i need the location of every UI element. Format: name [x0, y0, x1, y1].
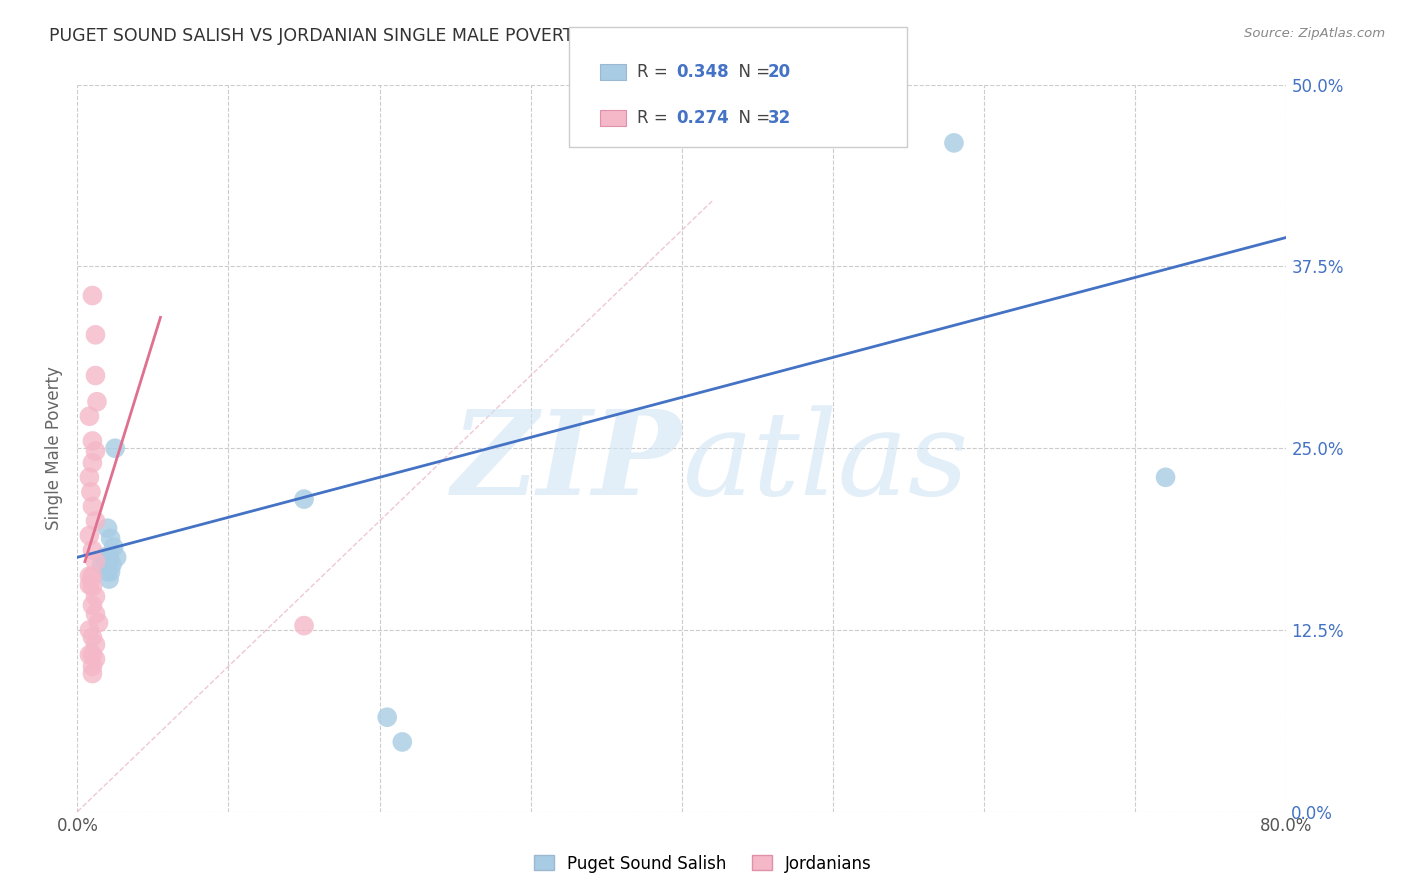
Point: [84, 652, 107, 666]
Point: [82, 543, 104, 558]
Text: atlas: atlas: [682, 405, 969, 520]
Point: [96, 565, 118, 579]
Point: [82, 659, 104, 673]
Point: [82, 288, 104, 302]
Text: 0.348: 0.348: [676, 62, 728, 80]
Point: [80, 484, 103, 499]
Point: [82, 456, 104, 470]
Point: [82, 579, 104, 593]
Point: [79, 569, 101, 583]
Point: [93, 550, 115, 565]
Point: [82, 500, 104, 514]
Point: [100, 565, 122, 579]
Point: [942, 136, 965, 150]
Text: N =: N =: [728, 109, 776, 127]
Point: [86, 394, 108, 409]
Y-axis label: Single Male Poverty: Single Male Poverty: [45, 367, 63, 530]
Point: [82, 648, 104, 662]
Point: [87, 615, 110, 630]
Legend: Puget Sound Salish, Jordanians: Puget Sound Salish, Jordanians: [527, 848, 879, 880]
Point: [375, 710, 398, 724]
Text: R =: R =: [637, 62, 673, 80]
Point: [84, 514, 107, 528]
Text: R =: R =: [637, 109, 673, 127]
Point: [84, 590, 107, 604]
Point: [82, 599, 104, 613]
Point: [292, 618, 315, 632]
Point: [93, 550, 115, 565]
Point: [84, 638, 107, 652]
Point: [292, 492, 315, 507]
Point: [96, 521, 118, 535]
Point: [82, 666, 104, 681]
Point: [79, 528, 101, 542]
Point: [100, 532, 122, 546]
Point: [84, 555, 107, 569]
Point: [82, 434, 104, 448]
Text: N =: N =: [728, 62, 776, 80]
Point: [94, 558, 117, 572]
Point: [79, 470, 101, 484]
Point: [79, 623, 101, 637]
Point: [98, 550, 121, 565]
Point: [90, 558, 112, 572]
Text: 32: 32: [768, 109, 792, 127]
Point: [391, 735, 413, 749]
Point: [84, 327, 107, 342]
Point: [79, 409, 101, 424]
Text: 20: 20: [768, 62, 790, 80]
Point: [98, 572, 121, 586]
Point: [105, 550, 128, 565]
Text: PUGET SOUND SALISH VS JORDANIAN SINGLE MALE POVERTY CORRELATION CHART: PUGET SOUND SALISH VS JORDANIAN SINGLE M…: [49, 27, 779, 45]
Point: [1154, 470, 1177, 484]
Point: [79, 648, 101, 662]
Point: [79, 578, 101, 592]
Point: [96, 555, 118, 569]
Point: [101, 558, 124, 572]
Point: [82, 569, 104, 583]
Point: [84, 368, 107, 383]
Point: [84, 444, 107, 458]
Point: [104, 442, 127, 455]
Text: ZIP: ZIP: [451, 405, 682, 520]
Text: 0.274: 0.274: [676, 109, 730, 127]
Text: Source: ZipAtlas.com: Source: ZipAtlas.com: [1244, 27, 1385, 40]
Point: [82, 630, 104, 644]
Point: [84, 607, 107, 621]
Point: [103, 540, 125, 554]
